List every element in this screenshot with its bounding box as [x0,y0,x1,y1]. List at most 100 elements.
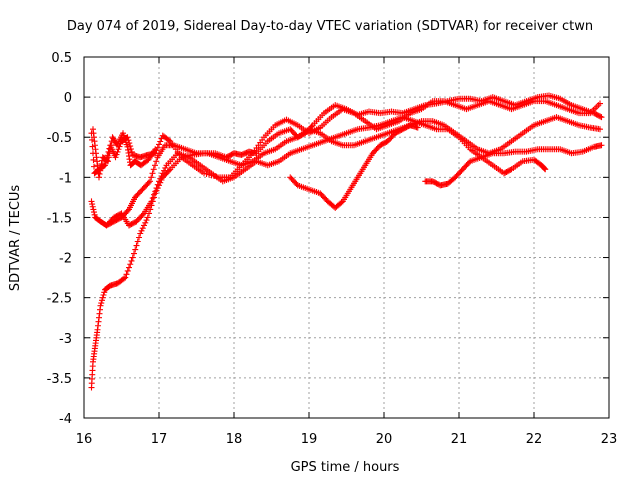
data-point-track-1 [97,302,104,309]
data-point-track-1 [144,214,151,221]
data-point-track-7 [106,150,113,157]
data-point-track-1 [138,227,145,234]
data-point-track-7 [107,146,114,153]
y-tick-label: 0.5 [51,51,72,66]
data-point-track-4 [148,198,155,205]
x-tick-label: 18 [226,432,243,447]
data-point-track-1 [98,300,105,307]
data-point-track-2 [90,156,97,163]
data-point-track-6 [466,159,472,166]
data-point-track-1 [141,222,147,229]
data-point-track-1 [127,261,134,268]
y-tick-label: -2 [59,252,72,267]
data-point-track-2 [128,145,134,152]
data-point-track-2 [156,141,162,148]
data-point-track-2 [114,148,121,155]
data-point-track-4 [152,188,159,195]
data-point-track-7 [152,146,159,153]
y-axis-ticks: 0.5 0 -0.5 -1 -1.5 -2 -2.5 -3 -3.5 -4 [47,51,609,427]
data-point-track-4 [139,211,146,218]
data-point-track-3 [147,178,153,185]
data-point-track-1 [124,267,131,274]
data-point-track-1 [131,250,137,257]
data-point-track-1 [99,294,106,301]
data-point-track-1 [123,271,130,278]
data-point-track-4 [158,172,165,179]
data-point-track-3 [150,166,157,173]
data-point-track-3 [91,209,97,216]
data-point-track-3 [91,211,98,218]
data-point-track-1 [129,254,136,261]
y-tick-label: -4 [59,412,72,427]
y-tick-label: -3.5 [47,372,72,387]
y-tick-label: -0.5 [47,131,72,146]
data-point-track-2 [91,163,97,170]
data-point-track-4 [153,185,160,192]
data-point-track-5 [338,199,345,206]
data-point-track-3 [152,162,158,169]
chart-title: Day 074 of 2019, Sidereal Day-to-day VTE… [67,19,593,34]
y-tick-label: -3 [59,332,72,347]
data-point-track-4 [541,164,547,171]
data-point-track-4 [161,167,167,174]
data-point-track-3 [89,201,96,208]
data-point-track-7 [96,170,103,177]
data-point-track-4 [507,166,514,173]
data-point-track-3 [597,126,603,133]
y-tick-label: 0 [64,91,72,106]
data-point-track-1 [134,238,141,245]
data-point-track-2 [597,100,603,107]
data-point-track-2 [102,162,108,169]
data-point-track-1 [100,291,107,298]
data-point-track-4 [157,175,164,182]
data-point-track-3 [145,179,152,186]
data-point-track-1 [137,230,144,237]
data-point-track-7 [104,157,111,164]
data-point-track-4 [541,165,548,172]
x-tick-label: 17 [151,432,168,447]
data-point-track-7 [97,167,104,174]
y-axis-label: SDTVAR / TECUs [8,185,23,292]
x-tick-label: 21 [451,432,468,447]
data-point-track-2 [127,143,134,150]
data-point-track-1 [132,246,139,253]
data-point-track-2 [113,151,120,158]
data-point-track-1 [99,297,105,304]
x-tick-label: 20 [376,432,393,447]
y-tick-label: -1 [59,171,72,186]
data-point-track-4 [151,191,157,198]
data-point-track-1 [133,242,140,249]
grid-lines [84,57,609,418]
data-point-track-1 [101,289,108,296]
y-tick-label: -2.5 [47,292,72,307]
data-point-track-1 [121,275,127,282]
x-tick-label: 23 [601,432,618,447]
data-point-track-7 [108,142,114,149]
data-point-track-3 [90,206,97,213]
data-point-track-2 [128,148,135,155]
data-point-track-1 [142,219,149,226]
data-point-track-7 [97,164,104,171]
data-point-track-3 [149,170,156,177]
data-point-track-4 [159,170,166,177]
data-point-track-3 [148,174,155,181]
data-point-track-4 [162,164,169,171]
x-tick-label: 22 [526,432,543,447]
data-points [88,92,605,391]
x-tick-label: 19 [301,432,318,447]
data-point-track-7 [105,158,111,165]
x-axis-label: GPS time / hours [291,460,400,475]
plot-frame [83,56,610,419]
data-point-track-5 [414,124,421,131]
data-point-track-3 [124,207,131,214]
data-point-track-1 [136,234,142,241]
data-point-track-2 [115,146,122,153]
data-point-track-2 [112,154,119,161]
data-point-track-7 [98,160,105,167]
data-point-track-6 [598,142,605,149]
data-point-track-1 [126,264,132,271]
data-point-track-1 [597,113,604,120]
data-point-track-4 [154,181,161,188]
y-tick-label: -1.5 [47,211,72,226]
